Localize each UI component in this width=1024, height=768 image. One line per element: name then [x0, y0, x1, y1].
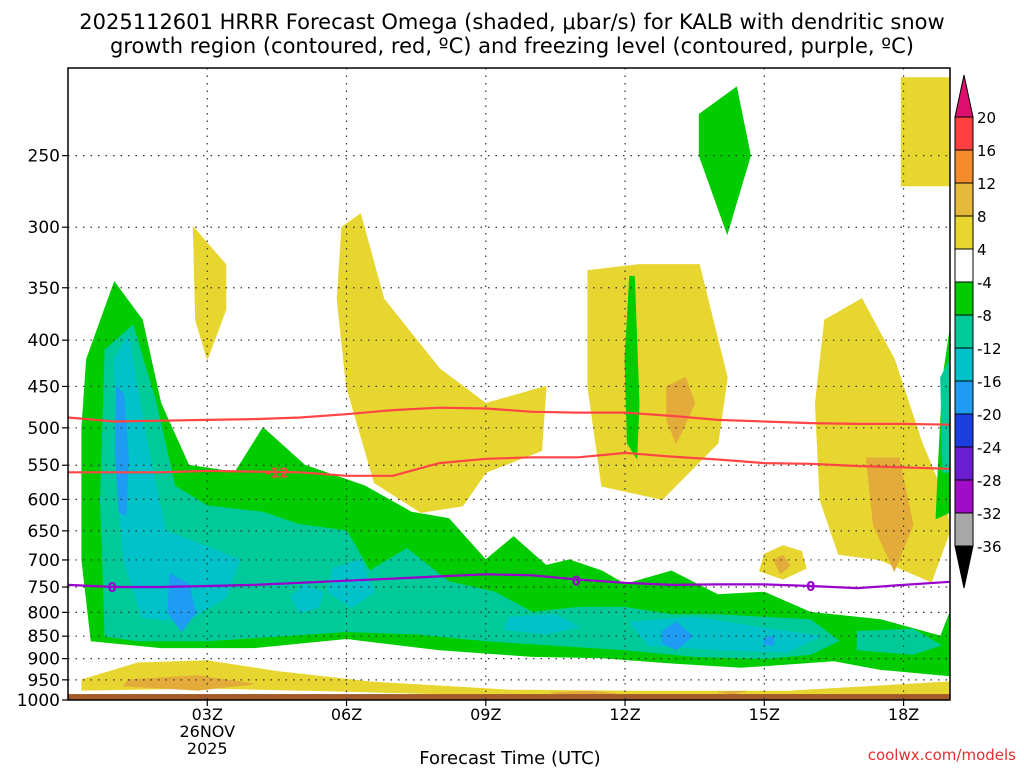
credit-text: coolwx.com/models [868, 746, 1016, 764]
x-tick-label-15Z: 15Z [749, 705, 780, 724]
y-tick-label-700: 700 [28, 551, 60, 571]
shading-region-5-4 [503, 614, 581, 635]
colorbar-label-6: -4 [977, 274, 992, 292]
y-tick-label-250: 250 [28, 147, 60, 167]
x-tick-label-03Z: 03Z [192, 705, 223, 724]
contour-label-2: 0 [108, 581, 117, 596]
x-tick-year-label: 2025 [187, 739, 228, 758]
contour-line-2 [68, 451, 950, 477]
shading-region-6-3 [661, 621, 694, 651]
axes: 250 300 350 400 450 500 550 600 650 700 750 800 850 9… [17, 67, 951, 758]
ground-surface [68, 694, 950, 700]
colorbar-segment-12 [954, 479, 974, 514]
omega-shading [81, 77, 950, 697]
y-tick-label-300: 300 [28, 218, 60, 238]
y-tick-label-950: 950 [28, 671, 60, 691]
colorbar-label-9: -16 [977, 373, 1002, 391]
colorbar-label-13: -32 [977, 505, 1002, 523]
shading-region-5-3 [327, 559, 376, 608]
shading-region-6-1 [114, 385, 129, 517]
colorbar-segment-1 [954, 116, 974, 151]
colorbar-segment-9 [954, 380, 974, 415]
colorbar-segment-10 [954, 413, 974, 448]
plot-frame [67, 67, 951, 701]
shading-region-1-2 [336, 213, 547, 513]
x-tick-date-label: 26NOV [179, 722, 235, 741]
shading-region-2-6 [717, 690, 746, 695]
colorbar-label-14: -36 [977, 538, 1002, 556]
colorbar-label-11: -24 [977, 439, 1002, 457]
colorbar-segment-13 [954, 512, 974, 547]
ground-band [68, 694, 950, 700]
colorbar-label-1: 20 [977, 109, 996, 127]
colorbar-label-7: -8 [977, 307, 992, 325]
y-tick-label-350: 350 [28, 279, 60, 299]
contour-label-1: -12 [265, 466, 289, 481]
contour-label-4: 0 [806, 580, 815, 595]
colorbar-segment-2 [954, 149, 974, 184]
shading-region-1-3 [587, 264, 728, 500]
colorbar-segment-5 [954, 248, 974, 283]
y-tick-label-600: 600 [28, 490, 60, 510]
y-tick-label-550: 550 [28, 456, 60, 476]
contour-line-1 [68, 406, 950, 426]
shading-region-4-3 [940, 359, 950, 473]
colorbar-label-3: 12 [977, 175, 996, 193]
colorbar-bottom-arrow [954, 545, 974, 589]
x-tick-label-09Z: 09Z [470, 705, 501, 724]
colorbar-segment-4 [954, 215, 974, 250]
chart-title-line2: growth region (contoured, red, ºC) and f… [110, 34, 914, 58]
y-tick-label-850: 850 [28, 627, 60, 647]
y-tick-label-1000: 1000 [17, 691, 60, 711]
shading-region-4-1 [99, 324, 840, 660]
grid-lines [68, 68, 950, 700]
shading-region-5-1 [113, 333, 241, 623]
colorbar-label-8: -12 [977, 340, 1002, 358]
shading-region-1-5 [814, 298, 950, 583]
x-tick-label-06Z: 06Z [331, 705, 362, 724]
shading-region-5-2 [290, 583, 324, 613]
shading-region-6-4 [763, 635, 775, 646]
y-tick-label-750: 750 [28, 578, 60, 598]
shading-region-2-3 [865, 457, 914, 573]
shading-region-1-1 [192, 225, 227, 361]
shading-region-2-2 [772, 554, 791, 575]
colorbar-segment-11 [954, 446, 974, 481]
colorbar-top-arrow [954, 74, 974, 118]
colorbar-label-2: 16 [977, 142, 996, 160]
contour-label-3: 0 [572, 575, 581, 590]
shading-region-4-2 [856, 628, 942, 655]
y-tick-label-450: 450 [28, 377, 60, 397]
shading-region-3-1 [698, 86, 751, 236]
shading-region-2-4 [122, 675, 254, 691]
shading-region-2-1 [666, 376, 696, 445]
shading-region-6-2 [167, 572, 197, 633]
contour-line-3 [68, 573, 950, 590]
colorbar-label-10: -20 [977, 406, 1002, 424]
colorbar-label-12: -28 [977, 472, 1002, 490]
y-tick-label-500: 500 [28, 419, 60, 439]
colorbar-segment-7 [954, 314, 974, 349]
colorbar-segment-8 [954, 347, 974, 382]
shading-region-1-6 [900, 77, 950, 187]
x-axis-label: Forecast Time (UTC) [419, 748, 600, 768]
colorbar-segment-3 [954, 182, 974, 217]
shading-region-1-7 [81, 660, 950, 697]
colorbar-label-5: 4 [977, 241, 987, 259]
x-tick-label-12Z: 12Z [609, 705, 640, 724]
y-tick-label-650: 650 [28, 522, 60, 542]
y-tick-label-400: 400 [28, 331, 60, 351]
colorbar-segment-6 [954, 281, 974, 316]
y-tick-label-800: 800 [28, 603, 60, 623]
x-tick-label-18Z: 18Z [888, 705, 919, 724]
chart-title-line1: 2025112601 HRRR Forecast Omega (shaded, … [79, 10, 944, 34]
colorbar-label-4: 8 [977, 208, 987, 226]
colorbar: 20 16 12 8 4 -4 -8 -12 -16 -20 -24 -28 -32 -36 [954, 74, 1002, 589]
y-tick-label-900: 900 [28, 650, 60, 670]
contour-lines: -12 0 0 0 [68, 406, 950, 596]
